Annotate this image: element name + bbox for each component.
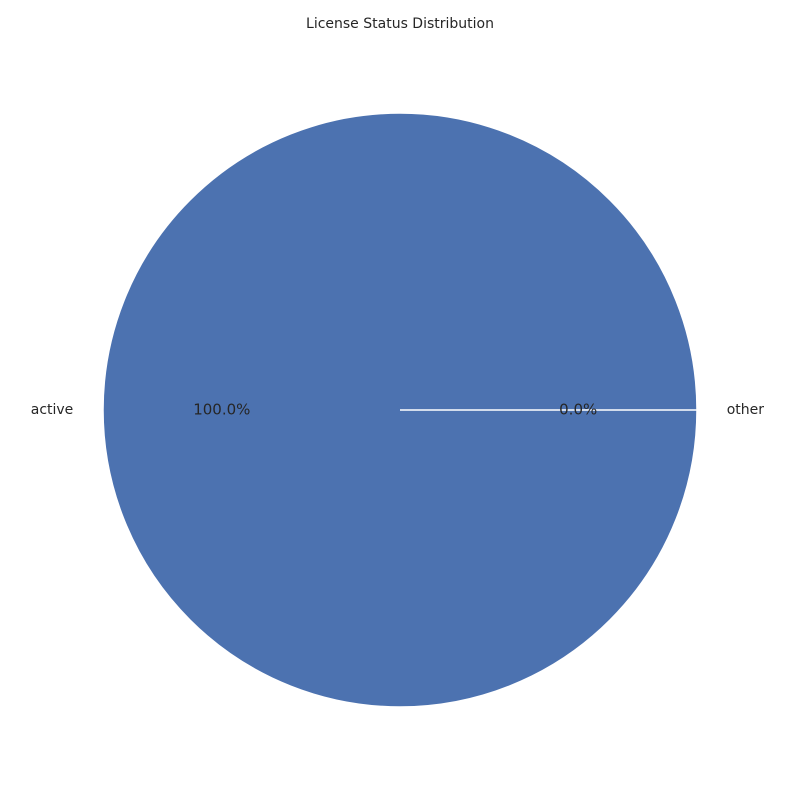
pie-label-other: other bbox=[727, 402, 765, 418]
chart-title: License Status Distribution bbox=[306, 16, 494, 32]
pie-pct-label-active: 100.0% bbox=[193, 401, 250, 419]
pie-pct-label-other: 0.0% bbox=[559, 401, 597, 419]
pie-labels: active 100.0% other 0.0% bbox=[31, 401, 765, 419]
pie-label-active: active bbox=[31, 402, 74, 418]
pie-wedges bbox=[102, 112, 698, 708]
